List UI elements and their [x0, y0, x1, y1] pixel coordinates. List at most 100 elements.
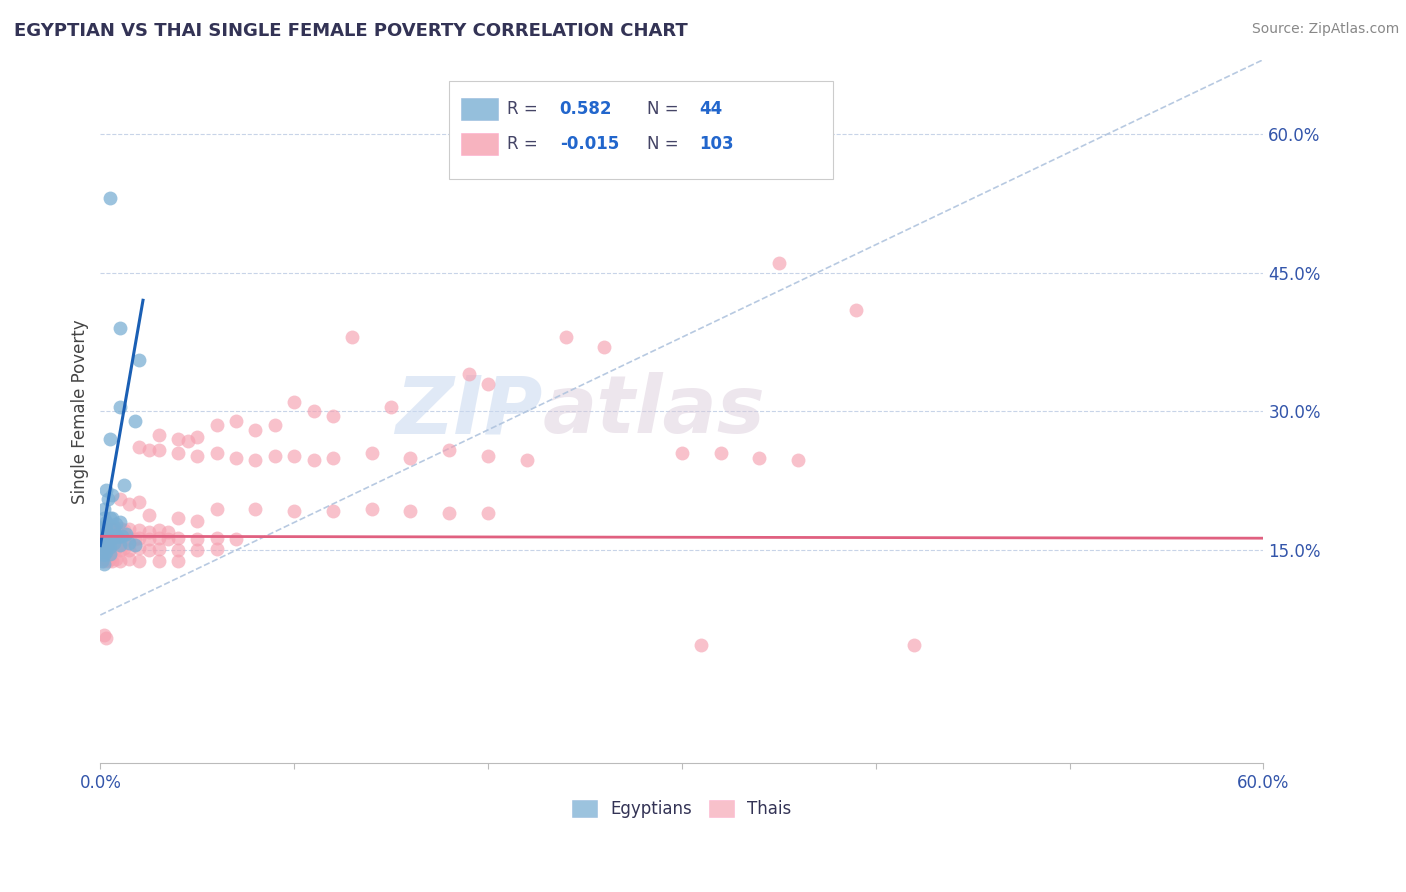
- Point: [245, 452, 267, 467]
- Point: [98, 552, 121, 566]
- Point: [768, 256, 790, 270]
- Point: [903, 638, 925, 652]
- Point: [138, 543, 160, 558]
- Point: [96, 541, 118, 556]
- Point: [167, 554, 190, 568]
- Point: [128, 523, 150, 537]
- Point: [457, 368, 479, 382]
- Point: [205, 501, 228, 516]
- Point: [477, 376, 499, 391]
- Text: N =: N =: [647, 100, 679, 118]
- Point: [118, 552, 141, 566]
- Point: [98, 547, 121, 561]
- Point: [112, 523, 135, 537]
- Point: [148, 523, 170, 537]
- Point: [101, 533, 124, 547]
- Point: [108, 321, 131, 335]
- Point: [138, 443, 160, 458]
- Point: [93, 520, 115, 534]
- Point: [118, 497, 141, 511]
- Point: [93, 532, 115, 546]
- Point: [108, 531, 131, 545]
- Text: -0.015: -0.015: [560, 135, 619, 153]
- Point: [104, 524, 127, 539]
- Point: [93, 557, 115, 571]
- Point: [104, 552, 127, 566]
- Point: [93, 501, 115, 516]
- Text: 44: 44: [699, 100, 723, 118]
- Point: [98, 191, 121, 205]
- Point: [108, 554, 131, 568]
- Point: [186, 514, 208, 528]
- Point: [108, 521, 131, 535]
- Point: [93, 554, 115, 568]
- Point: [787, 452, 810, 467]
- Point: [167, 432, 190, 446]
- Point: [108, 516, 131, 530]
- Point: [380, 400, 402, 414]
- Point: [96, 531, 118, 545]
- Point: [118, 543, 141, 558]
- Point: [148, 554, 170, 568]
- Point: [225, 414, 247, 428]
- Point: [97, 538, 120, 552]
- Point: [148, 531, 170, 545]
- Y-axis label: Single Female Poverty: Single Female Poverty: [72, 319, 89, 504]
- Point: [439, 506, 461, 520]
- Point: [186, 543, 208, 558]
- Point: [93, 539, 115, 553]
- Point: [342, 330, 364, 344]
- Point: [399, 504, 422, 518]
- Point: [91, 529, 114, 543]
- Point: [104, 517, 127, 532]
- Point: [101, 554, 124, 568]
- Point: [283, 449, 305, 463]
- Point: [118, 522, 141, 536]
- Point: [245, 501, 267, 516]
- Point: [93, 511, 115, 525]
- Point: [98, 432, 121, 446]
- Point: [103, 523, 125, 537]
- Point: [124, 414, 146, 428]
- Point: [554, 330, 576, 344]
- Point: [97, 543, 120, 558]
- Point: [225, 450, 247, 465]
- Point: [96, 552, 118, 566]
- Point: [108, 538, 131, 552]
- Text: atlas: atlas: [543, 372, 765, 450]
- Point: [148, 443, 170, 458]
- Point: [128, 440, 150, 454]
- Point: [128, 531, 150, 545]
- Point: [98, 529, 121, 543]
- Point: [91, 541, 114, 556]
- Point: [157, 524, 180, 539]
- Point: [302, 452, 325, 467]
- Point: [138, 532, 160, 546]
- Point: [114, 526, 136, 541]
- Point: [98, 531, 121, 545]
- Point: [104, 541, 127, 556]
- Point: [245, 423, 267, 437]
- Point: [118, 531, 141, 545]
- Text: R =: R =: [508, 100, 538, 118]
- Point: [96, 537, 118, 551]
- Point: [96, 523, 118, 537]
- Point: [186, 449, 208, 463]
- Point: [167, 511, 190, 525]
- Point: [104, 528, 127, 542]
- Point: [98, 540, 121, 554]
- Point: [690, 638, 713, 652]
- Point: [399, 450, 422, 465]
- Point: [205, 446, 228, 460]
- Text: 0.582: 0.582: [560, 100, 612, 118]
- Point: [516, 452, 538, 467]
- Point: [91, 536, 114, 550]
- Point: [477, 506, 499, 520]
- Point: [322, 409, 344, 423]
- Point: [96, 545, 118, 559]
- Point: [101, 543, 124, 558]
- Point: [439, 443, 461, 458]
- Point: [97, 492, 120, 507]
- Point: [108, 543, 131, 558]
- Point: [225, 532, 247, 546]
